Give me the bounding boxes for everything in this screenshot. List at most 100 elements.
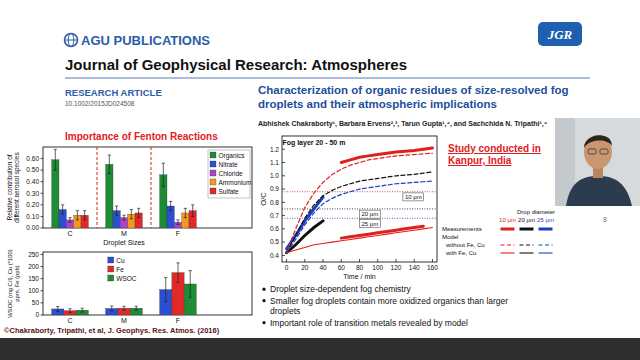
error-bar [61, 205, 64, 214]
x-tick-label: 120 [391, 264, 402, 271]
group-separator [97, 147, 98, 228]
webcam-person-glasses [600, 149, 608, 154]
lines [282, 148, 437, 253]
error-bar [189, 271, 192, 298]
legend-row-header: Model [442, 234, 458, 240]
legend-swatch [108, 266, 114, 272]
legend-title: Drop diameter [517, 209, 555, 215]
y-tick-label: 250 [28, 251, 39, 258]
legend-swatch [539, 252, 553, 253]
legend-swatch [210, 170, 216, 176]
reference-label: 25 µm [360, 219, 381, 227]
y-tick-label: 0.60 [26, 155, 39, 162]
webcam-background [555, 118, 640, 206]
x-tick-label: 100 [372, 264, 383, 271]
error-bar [169, 201, 172, 210]
legend-swatch [520, 228, 534, 231]
study-note: Study conducted in [448, 143, 541, 154]
x-tick-label: 160 [427, 264, 438, 271]
error-bar [81, 308, 84, 312]
legend-label: Chloride [219, 170, 244, 177]
legend-label: Sulfate [219, 188, 240, 195]
error-bar [164, 277, 167, 301]
legend-column: 10 µm [499, 217, 516, 223]
error-bar [83, 211, 86, 220]
legend-column: 20 µm [518, 217, 535, 223]
y-tick-label: 0.7 [270, 212, 279, 219]
y-tick-label: 0.9 [270, 185, 279, 192]
plot-frame [43, 252, 252, 315]
plot-frame [282, 136, 437, 262]
bullet-dot [262, 299, 265, 302]
x-tick-label: M [121, 230, 127, 237]
y-tick [282, 242, 285, 243]
y-tick-label: 0.6 [270, 225, 279, 232]
x-tick [432, 259, 433, 262]
reference-label: 20 µm [360, 210, 381, 218]
error-bar [68, 218, 71, 223]
series-line [341, 226, 423, 238]
x-tick-label: 80 [356, 264, 364, 271]
y-tick [282, 215, 285, 216]
reference-label-text: 10 µm [405, 194, 422, 200]
citation: ©Chakraborty, Tripathi, et al, J. Geophy… [4, 326, 220, 335]
reference-label-box [360, 219, 381, 227]
journal-logo [538, 22, 582, 46]
webcam-person-glasses [588, 149, 596, 154]
error-bar [108, 155, 111, 174]
webcam [555, 118, 640, 206]
reference-line [282, 191, 437, 192]
series-line [287, 172, 433, 253]
y-tick [282, 149, 285, 150]
reference-line [282, 208, 437, 209]
y-tick [41, 302, 44, 303]
x-tick-label: C [67, 230, 72, 237]
legend-row-label: without Fe, Cu [445, 242, 485, 248]
y-tick [41, 278, 44, 279]
legend: Drop diameter10 µm20 µm25 µmMeasurements… [442, 209, 555, 256]
legend-swatch [520, 244, 534, 245]
bullet-dot [262, 288, 265, 291]
y-axis-title: WSOC (mg C/l), Cu (*100) [7, 249, 13, 317]
x-tick-label: 140 [409, 264, 420, 271]
y-tick [41, 228, 44, 229]
y-tick-label: 0.4 [270, 252, 279, 259]
bullet-text: droplets [270, 306, 300, 316]
y-tick-label: 200 [28, 263, 39, 270]
y-axis-title: ppm, Fe (ppb) [14, 265, 20, 301]
article-type: RESEARCH ARTICLE [65, 87, 162, 98]
y-axis-title-group: WSOC (mg C/l), Cu (*100)ppm, Fe (ppb) [7, 249, 20, 317]
y-axis-title: O/C [259, 192, 268, 206]
y-axis-title-group: O/C [259, 192, 268, 206]
bars [52, 263, 197, 315]
error-bar [162, 163, 165, 186]
error-bar [54, 149, 57, 170]
legend-label: Nitrate [219, 161, 239, 168]
y-tick-label: 0.30 [26, 190, 39, 197]
slide-heading: Importance of Fenton Reactions [65, 131, 218, 142]
webcam-person-body [566, 176, 632, 206]
x-axis-title: Time / min [343, 273, 376, 280]
x-tick [341, 259, 342, 262]
error-bar [191, 205, 194, 217]
paper-header: AGU PUBLICATIONSJGRJournal of Geophysica… [65, 22, 591, 128]
y-tick-label: 0.10 [26, 213, 39, 220]
legend-row-label: with Fe, Cu [445, 250, 476, 256]
y-tick-label: 1.2 [270, 146, 279, 153]
y-tick [41, 254, 44, 255]
y-tick-label: 50 [32, 299, 40, 306]
reference-label-box [360, 210, 381, 218]
header-rule [65, 78, 590, 79]
x-tick [377, 259, 378, 262]
x-tick-label: F [176, 317, 180, 324]
legend-label: Cu [116, 257, 125, 264]
bars [52, 149, 197, 228]
legend-label: Ammonium [219, 179, 252, 186]
y-tick-label: 0.8 [270, 199, 279, 206]
x-tick-label: 20 [301, 264, 309, 271]
x-tick [359, 259, 360, 262]
legend-swatch [520, 252, 534, 253]
error-bar [135, 306, 138, 310]
legend-swatch [108, 257, 114, 263]
series-line [287, 228, 433, 253]
